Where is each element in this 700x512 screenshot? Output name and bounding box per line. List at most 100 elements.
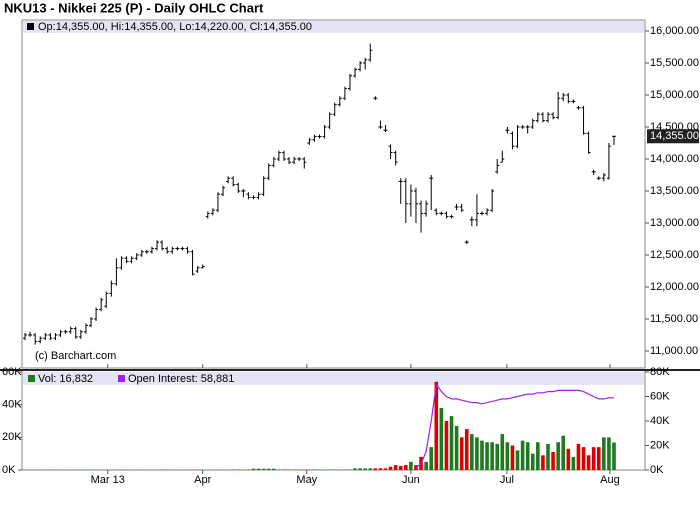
ohlc-bar [312,134,317,142]
volume-bar [591,447,596,470]
ohlc-bar [139,249,144,257]
ohlc-bar [241,189,246,198]
ohlc-bar [48,333,53,341]
volume-bar [485,442,489,470]
volume-bar [429,447,434,470]
legend-label: Vol: 16,832 [38,373,93,385]
volume-bar [536,442,540,470]
ohlc-bar [342,86,347,101]
volume-bar [256,468,261,470]
volume-legend-band [23,372,644,385]
y-tick-label: 40K [2,399,22,411]
volume-bar [551,452,555,470]
volume-bar [515,450,520,470]
ohlc-bar [581,105,586,135]
volume-bar [373,468,378,470]
marks: 11,000.00 11,500.00 12,000.00 12,500.00 13,0… [2,25,699,486]
y-tick-label: 12,000.00 [650,281,699,293]
ohlc-bar [63,329,68,334]
ohlc-bar [149,246,154,254]
ohlc-bar [606,142,611,180]
volume-bar [368,468,373,470]
y2-tick-label: 60K [650,390,670,402]
ohlc-bar [215,192,220,213]
ohlc-bar [89,317,94,328]
ohlc-bar [500,150,505,163]
ohlc-bar [474,194,479,227]
volume-bar [561,435,566,470]
y-tick-label: 20K [2,431,22,443]
ohlc-bar [251,195,256,200]
ohlc-bar [307,137,312,145]
ohlc-bar [571,99,576,104]
legend-label: Open Interest: 58,881 [128,373,234,385]
volume-bar [520,440,525,470]
volume-bar [566,448,571,470]
x-tick-label: Aug [600,474,620,486]
ohlc-bar [144,249,149,254]
volume-bar [525,442,530,470]
y2-tick-label: 0K [650,464,664,476]
volume-panel [21,369,646,471]
y-tick-label: 11,000.00 [650,345,698,357]
ohlc-bar [170,246,175,254]
ohlc-bar [129,256,134,264]
ohlc-bar [78,329,83,339]
y2-tick-label: 20K [650,439,670,451]
volume-bar [398,465,403,470]
ohlc-bar [94,307,99,321]
volume-bar [424,461,428,470]
ohlc-bar [124,256,129,264]
ohlc-bar [515,125,520,149]
ohlc-bar [261,176,266,197]
ohlc-bar [429,174,434,211]
ohlc-bar [53,333,58,341]
ohlc-bar [576,105,581,110]
ohlc-bar [612,135,616,145]
legend-swatch [27,23,34,30]
ohlc-bar [459,203,464,213]
ohlc-bar [256,192,261,200]
volume-bar [409,461,413,470]
ohlc-bar [434,208,439,216]
x-tick-label: May [296,474,317,486]
ohlc-bar [43,333,48,341]
volume-bar [475,437,479,470]
open-interest-line [415,382,615,469]
ohlc-bar [490,189,495,213]
volume-bar [607,437,611,470]
volume-bar [586,455,591,470]
chart-title: NKU13 - Nikkei 225 (P) - Daily OHLC Char… [4,0,264,15]
ohlc-bar [408,184,413,217]
volume-bar [464,429,469,470]
ohlc-bar [413,187,418,223]
ohlc-bar [83,323,88,334]
ohlc-bar [485,208,490,216]
ohlc-bar [160,240,165,251]
ohlc-bar [398,178,403,204]
ohlc-bar [114,258,119,286]
ohlc-bar [327,112,332,129]
ohlc-bar [556,91,561,120]
volume-bar [530,453,535,470]
ohlc-bar [317,134,322,139]
ohlc-bar [419,200,424,233]
ohlc-bar [525,125,530,134]
ohlc-bar [302,157,307,169]
x-tick-label: Jun [402,474,420,486]
ohlc-bar [28,331,33,337]
ohlc-bar [535,112,540,123]
volume-bar [470,434,474,470]
ohlc-bar [454,203,459,211]
y-tick-label: 14,000.00 [650,153,699,165]
volume-bar [581,447,586,470]
ohlc-bar [271,157,276,168]
ohlc-bar [276,150,281,161]
y-tick-label: 13,000.00 [650,217,699,229]
volume-bar [454,425,459,470]
price-legend: Op:14,355.00, Hi:14,355.00, Lo:14,220.00… [38,21,312,33]
volume-bar [353,468,357,470]
ohlc-bar [469,216,474,227]
y-tick-label: 12,500.00 [650,249,699,261]
